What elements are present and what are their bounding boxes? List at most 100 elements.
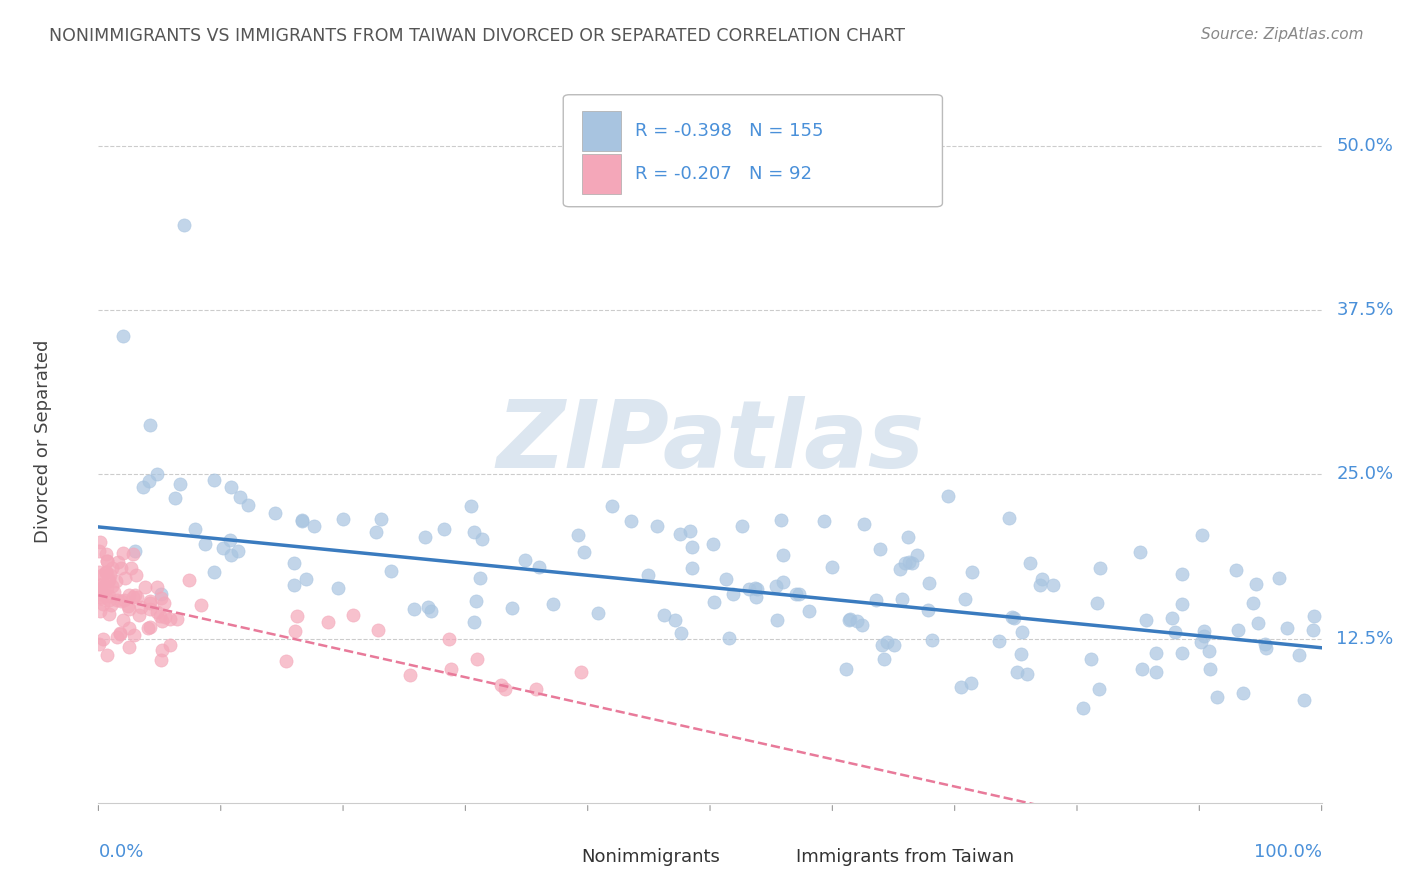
Point	[893, 556, 915, 570]
Point	[960, 676, 983, 690]
Point	[291, 514, 314, 528]
Point	[111, 546, 134, 560]
Point	[97, 573, 120, 587]
Point	[110, 594, 132, 608]
Point	[149, 591, 172, 605]
Point	[139, 418, 162, 433]
Point	[433, 522, 456, 536]
Point	[96, 648, 118, 662]
Point	[1247, 615, 1270, 630]
Point	[326, 581, 349, 595]
Point	[96, 554, 118, 568]
Point	[1171, 597, 1194, 611]
Point	[138, 596, 160, 610]
Point	[820, 559, 842, 574]
Point	[122, 591, 145, 605]
Point	[1275, 622, 1298, 636]
Point	[766, 614, 789, 628]
Point	[159, 639, 181, 653]
Point	[134, 580, 156, 594]
Point	[120, 560, 142, 574]
Point	[150, 614, 173, 628]
Point	[179, 574, 201, 588]
Point	[703, 595, 725, 609]
Point	[1007, 665, 1029, 680]
Point	[501, 601, 523, 615]
Point	[787, 587, 810, 601]
Point	[1288, 648, 1310, 663]
Point	[149, 609, 172, 624]
Point	[1001, 610, 1024, 624]
Point	[316, 615, 339, 630]
Point	[342, 608, 364, 623]
Point	[835, 661, 858, 675]
Point	[125, 591, 148, 605]
Point	[413, 530, 436, 544]
Text: R = -0.207   N = 92: R = -0.207 N = 92	[636, 165, 813, 183]
Point	[91, 598, 114, 612]
Point	[263, 507, 285, 521]
Point	[524, 681, 547, 696]
Point	[681, 560, 703, 574]
Point	[122, 628, 145, 642]
Point	[838, 613, 860, 627]
Point	[669, 625, 692, 640]
Bar	[546, 847, 575, 870]
Point	[936, 489, 959, 503]
Point	[541, 598, 564, 612]
Text: Nonimmigrants: Nonimmigrants	[582, 848, 720, 866]
Point	[212, 541, 235, 555]
Point	[1302, 608, 1324, 623]
Point	[90, 591, 112, 606]
Point	[399, 668, 422, 682]
Bar	[759, 847, 790, 870]
Point	[159, 612, 181, 626]
Point	[117, 599, 139, 613]
Point	[797, 604, 820, 618]
Point	[489, 678, 512, 692]
Point	[87, 636, 110, 650]
Point	[104, 574, 127, 588]
Point	[744, 590, 766, 604]
Point	[1071, 701, 1094, 715]
Point	[1129, 545, 1152, 559]
Point	[132, 480, 155, 494]
Point	[1029, 578, 1052, 592]
Point	[1010, 647, 1032, 661]
Point	[918, 575, 941, 590]
Point	[89, 582, 111, 596]
Point	[204, 565, 226, 579]
Point	[1031, 572, 1053, 586]
Point	[284, 624, 307, 639]
Point	[98, 607, 121, 621]
Point	[513, 552, 536, 566]
Point	[870, 638, 893, 652]
Point	[1170, 566, 1192, 581]
Point	[90, 577, 112, 591]
Point	[1254, 640, 1277, 655]
Text: Source: ZipAtlas.com: Source: ZipAtlas.com	[1201, 27, 1364, 42]
Point	[600, 499, 623, 513]
Point	[139, 620, 162, 634]
Point	[190, 598, 212, 612]
Point	[101, 561, 124, 575]
Point	[873, 652, 896, 666]
Point	[883, 638, 905, 652]
Point	[1011, 624, 1033, 639]
Point	[1130, 662, 1153, 676]
Point	[219, 549, 242, 563]
Point	[149, 653, 172, 667]
Point	[1088, 561, 1111, 575]
Point	[111, 329, 134, 343]
Point	[839, 612, 862, 626]
Point	[124, 544, 146, 558]
Point	[183, 522, 205, 536]
Point	[173, 218, 195, 232]
Point	[1294, 693, 1316, 707]
Point	[153, 596, 176, 610]
Point	[1206, 690, 1229, 704]
Point	[367, 624, 389, 638]
Point	[730, 518, 752, 533]
Point	[664, 613, 686, 627]
Point	[845, 615, 868, 629]
